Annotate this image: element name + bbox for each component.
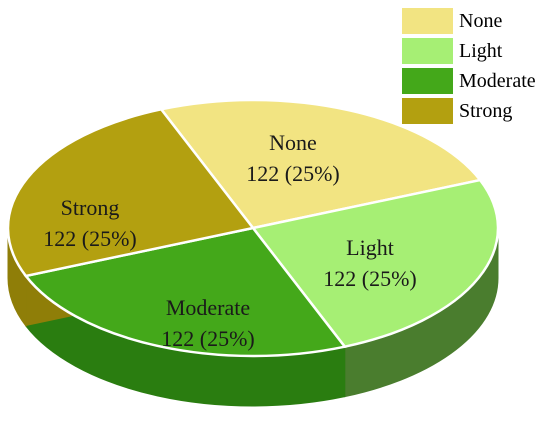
slice-label-moderate: Moderate (166, 295, 250, 320)
legend-label: Light (459, 39, 503, 62)
slice-labels: None 122 (25%) Light 122 (25%) Moderate 122 (… (43, 130, 416, 351)
legend-label: Moderate (459, 69, 536, 92)
legend-swatch (402, 38, 453, 64)
slice-label-strong: Strong (61, 195, 120, 220)
legend-label: None (459, 9, 503, 32)
legend-swatch (402, 8, 453, 34)
slice-value-none: 122 (25%) (246, 161, 339, 186)
legend-swatch (402, 98, 453, 124)
legend-item-none: None (402, 6, 536, 36)
legend-swatch (402, 68, 453, 94)
pie-slices (6, 98, 500, 358)
slice-value-moderate: 122 (25%) (161, 326, 254, 351)
legend-item-moderate: Moderate (402, 66, 536, 96)
slice-label-none: None (269, 130, 317, 155)
legend-item-light: Light (402, 36, 536, 66)
slice-value-strong: 122 (25%) (43, 226, 136, 251)
slice-value-light: 122 (25%) (323, 266, 416, 291)
legend: None Light Moderate Strong (402, 6, 536, 126)
legend-item-strong: Strong (402, 96, 536, 126)
slice-light (250, 178, 500, 349)
slice-strong (6, 107, 256, 278)
legend-label: Strong (459, 99, 513, 122)
slice-label-light: Light (346, 235, 394, 260)
